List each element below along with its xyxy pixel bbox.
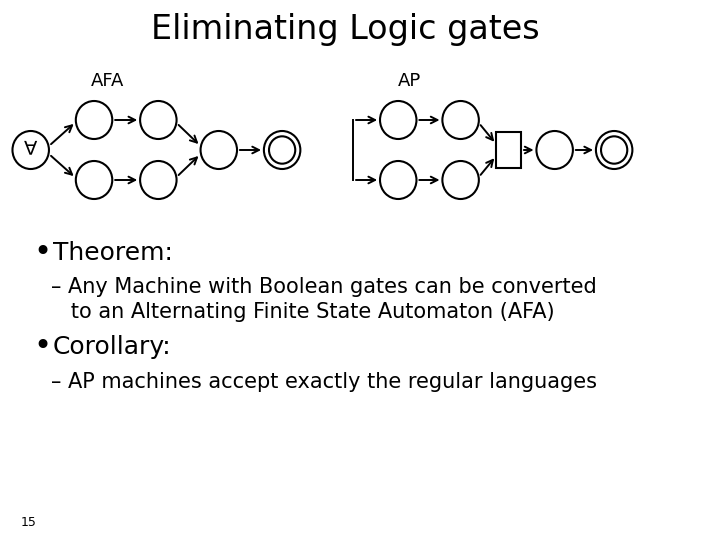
Circle shape [601,136,627,164]
Bar [496,132,521,168]
Circle shape [380,101,416,139]
Circle shape [140,101,176,139]
Circle shape [140,161,176,199]
Circle shape [442,161,479,199]
Circle shape [12,131,49,169]
Circle shape [201,131,237,169]
Circle shape [536,131,573,169]
Text: – AP machines accept exactly the regular languages: – AP machines accept exactly the regular… [51,372,597,392]
Circle shape [76,101,112,139]
Circle shape [442,101,479,139]
Circle shape [596,131,632,169]
Text: Eliminating Logic gates: Eliminating Logic gates [151,14,540,46]
Text: – Any Machine with Boolean gates can be converted: – Any Machine with Boolean gates can be … [51,277,597,297]
Circle shape [269,136,295,164]
Text: to an Alternating Finite State Automaton (AFA): to an Alternating Finite State Automaton… [51,302,554,322]
Text: 15: 15 [21,516,37,529]
Text: AP: AP [398,72,421,90]
Text: AFA: AFA [91,72,125,90]
Text: Corollary:: Corollary: [53,335,171,359]
Text: •: • [34,239,52,267]
Text: •: • [34,333,52,361]
Circle shape [76,161,112,199]
Circle shape [380,161,416,199]
Text: ∀: ∀ [24,139,37,159]
Text: Theorem:: Theorem: [53,241,173,265]
Circle shape [264,131,300,169]
